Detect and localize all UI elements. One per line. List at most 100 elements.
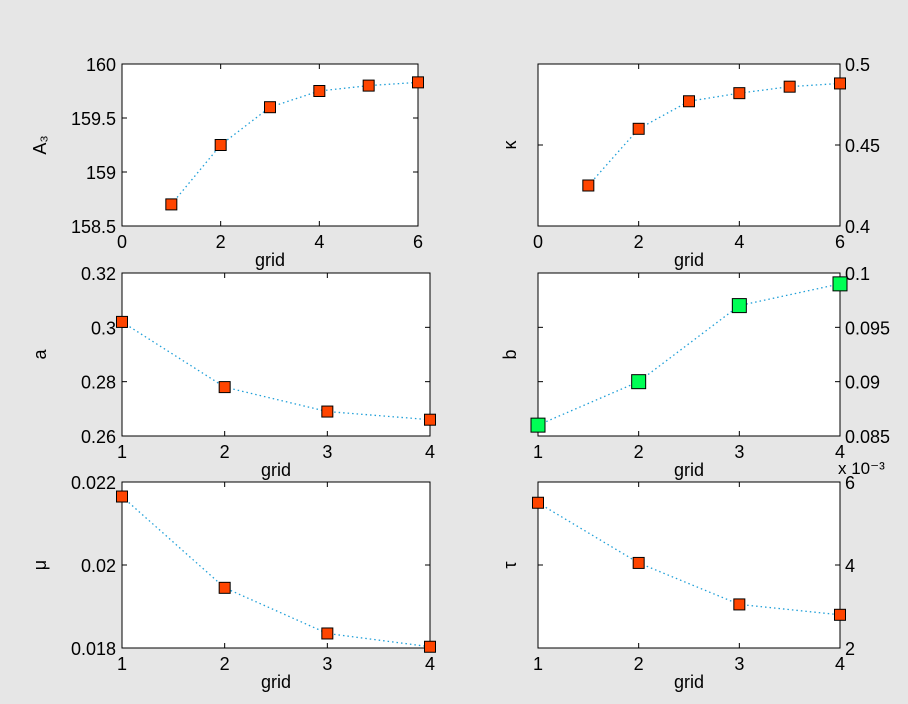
data-point	[321, 405, 334, 418]
y-tick-label: 0.5	[845, 55, 870, 75]
data-point	[218, 581, 231, 594]
plot-area	[121, 481, 431, 649]
x-axis-label: grid	[261, 672, 291, 692]
x-tick-label: 4	[314, 232, 324, 252]
chart-panel-5: 1 2 3 4 0.018 0.02 0.022 grid μ	[30, 473, 436, 692]
data-point	[116, 490, 128, 503]
y-tick-label: 159.5	[71, 109, 116, 129]
y-tick-label: 0.32	[81, 264, 116, 284]
y-tick-label: 160	[86, 55, 116, 75]
x-tick-label: 4	[734, 232, 744, 252]
data-point	[731, 298, 747, 314]
x-tick-label: 6	[413, 232, 423, 252]
x-tick-label: 2	[634, 654, 644, 674]
y-tick-label: 0.28	[81, 373, 116, 393]
data-point	[532, 496, 544, 509]
x-tick-label: 0	[533, 232, 543, 252]
x-tick-label: 3	[734, 442, 744, 462]
data-point	[218, 381, 231, 394]
y-axis-label: τ	[500, 561, 520, 568]
x-tick-label: 4	[835, 442, 845, 462]
axis-exponent-label: x 10⁻³	[838, 459, 885, 478]
y-tick-label: 0.1	[845, 264, 870, 284]
data-point	[165, 198, 178, 211]
data-point	[632, 556, 645, 569]
data-point	[834, 608, 846, 621]
x-axis-label: grid	[255, 250, 285, 270]
x-tick-label: 2	[220, 442, 230, 462]
data-point	[116, 315, 128, 328]
data-point	[834, 77, 846, 90]
data-point	[412, 76, 424, 89]
x-tick-label: 1	[533, 442, 543, 462]
data-point	[362, 79, 375, 92]
data-point	[631, 374, 647, 390]
y-tick-label: 0.09	[845, 373, 880, 393]
x-axis-label: grid	[261, 460, 291, 480]
x-tick-label: 2	[216, 232, 226, 252]
chart-panel-3: 1 2 3 4 0.26 0.28 0.3 0.32 grid a	[30, 264, 436, 480]
plot-area	[121, 272, 431, 437]
data-point	[733, 598, 746, 611]
x-tick-label: 3	[734, 654, 744, 674]
x-tick-label: 6	[835, 232, 845, 252]
series-line	[170, 81, 419, 205]
x-tick-label: 2	[220, 654, 230, 674]
y-tick-label: 159	[86, 163, 116, 183]
y-axis-label: A₃	[30, 135, 50, 154]
y-tick-label: 0.45	[845, 136, 880, 156]
y-tick-label: 0.3	[91, 318, 116, 338]
series-line	[121, 496, 431, 648]
chart-panel-4: 1 2 3 40.085 0.09 0.095 0.1 grid b	[500, 264, 890, 480]
data-point	[321, 627, 334, 640]
y-tick-label: 158.5	[71, 217, 116, 237]
x-axis-label: grid	[674, 460, 704, 480]
data-point	[264, 101, 276, 114]
x-tick-label: 3	[322, 442, 332, 462]
y-tick-label: 2	[845, 639, 855, 659]
y-axis-label: a	[30, 349, 50, 360]
y-tick-label: 0.02	[81, 556, 116, 576]
x-tick-label: 4	[835, 654, 845, 674]
y-tick-label: 0.26	[81, 427, 116, 447]
x-tick-label: 2	[634, 232, 644, 252]
x-tick-label: 0	[117, 232, 127, 252]
chart-panel-2: 0 2 4 60.4 0.45 0.5 grid κ	[500, 55, 880, 270]
x-tick-label: 4	[425, 654, 435, 674]
series-line	[537, 283, 841, 426]
data-point	[582, 179, 595, 192]
x-axis-label: grid	[674, 672, 704, 692]
y-tick-label: 0.022	[71, 473, 116, 493]
x-tick-label: 1	[117, 442, 127, 462]
data-point	[783, 80, 796, 93]
series-line	[587, 82, 841, 186]
chart-panel-1: 0 2 4 6 158.5 159 159.5 160 grid A₃	[30, 55, 424, 270]
data-point	[733, 87, 746, 100]
data-point	[530, 417, 546, 433]
plot-area	[537, 481, 841, 649]
y-tick-label: 0.095	[845, 318, 890, 338]
data-point	[424, 413, 436, 426]
y-tick-label: 0.018	[71, 639, 116, 659]
x-axis-label: grid	[674, 250, 704, 270]
x-tick-label: 2	[634, 442, 644, 462]
y-axis-label: b	[500, 349, 520, 359]
data-point	[424, 640, 436, 653]
data-point	[214, 139, 227, 151]
y-axis-label: μ	[30, 560, 50, 570]
y-tick-label: 6	[845, 473, 855, 493]
data-point	[313, 85, 326, 97]
y-tick-label: 0.4	[845, 217, 870, 237]
x-tick-label: 1	[117, 654, 127, 674]
y-tick-label: 0.085	[845, 427, 890, 447]
y-axis-label: κ	[500, 140, 520, 150]
y-tick-label: 4	[845, 556, 855, 576]
data-point	[832, 276, 848, 292]
series-line	[537, 502, 841, 616]
x-tick-label: 3	[322, 654, 332, 674]
x-tick-label: 4	[425, 442, 435, 462]
data-point	[632, 122, 645, 135]
data-point	[683, 95, 695, 108]
